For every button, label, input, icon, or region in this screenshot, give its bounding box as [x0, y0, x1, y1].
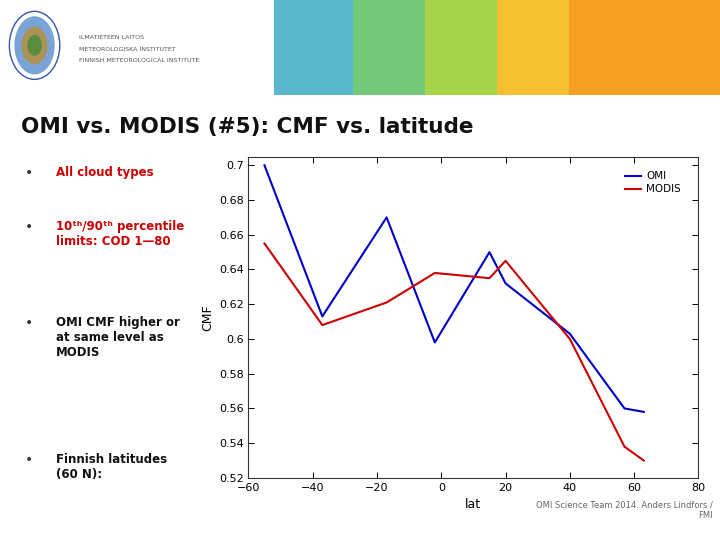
Bar	[0, 0, 396, 94]
X-axis label: lat: lat	[465, 498, 482, 511]
Text: ILMATIETEEN LAITOS: ILMATIETEEN LAITOS	[79, 35, 144, 40]
MODIS	[501, 258, 510, 264]
Bar	[425, 0, 540, 94]
OMI	[382, 214, 391, 221]
Text: OMI Science Team 2014. Anders Lindfors /
FMI: OMI Science Team 2014. Anders Lindfors /…	[536, 501, 713, 520]
Text: METEOROLOGISKA INSTITUTET: METEOROLOGISKA INSTITUTET	[79, 46, 176, 52]
Text: •: •	[24, 316, 32, 330]
Ellipse shape	[22, 26, 48, 64]
OMI	[431, 339, 439, 346]
OMI	[501, 280, 510, 287]
Bar	[497, 0, 612, 94]
MODIS	[620, 443, 629, 450]
Bar	[274, 0, 403, 94]
OMI	[485, 249, 494, 255]
OMI	[620, 405, 629, 411]
MODIS	[639, 457, 648, 464]
Text: All cloud types: All cloud types	[56, 166, 154, 179]
Text: 10ᵗʰ/90ᵗʰ percentile
limits: COD 1—80: 10ᵗʰ/90ᵗʰ percentile limits: COD 1—80	[56, 220, 184, 248]
Text: OMI CMF higher or
at same level as
MODIS: OMI CMF higher or at same level as MODIS	[56, 316, 180, 359]
Line: MODIS: MODIS	[264, 244, 644, 461]
Text: Finnish latitudes
(60 N):: Finnish latitudes (60 N):	[56, 453, 167, 481]
MODIS	[318, 322, 327, 328]
Bar	[569, 0, 720, 94]
OMI	[639, 409, 648, 415]
Text: OMI vs. MODIS (#5): CMF vs. latitude: OMI vs. MODIS (#5): CMF vs. latitude	[22, 117, 474, 137]
MODIS	[260, 240, 269, 247]
Legend: OMI, MODIS: OMI, MODIS	[622, 168, 684, 198]
Text: •: •	[24, 166, 32, 180]
Text: •: •	[24, 220, 32, 234]
MODIS	[565, 336, 574, 342]
Text: •: •	[24, 453, 32, 467]
MODIS	[431, 269, 439, 276]
MODIS	[382, 299, 391, 306]
Bar	[353, 0, 475, 94]
Ellipse shape	[14, 16, 55, 75]
MODIS	[485, 275, 494, 281]
Y-axis label: CMF: CMF	[202, 304, 215, 330]
OMI	[318, 313, 327, 320]
Text: FINNISH METEOROLOGICAL INSTITUTE: FINNISH METEOROLOGICAL INSTITUTE	[79, 58, 199, 63]
OMI	[565, 330, 574, 337]
Line: OMI: OMI	[264, 165, 644, 412]
Ellipse shape	[27, 35, 42, 56]
OMI	[260, 162, 269, 168]
